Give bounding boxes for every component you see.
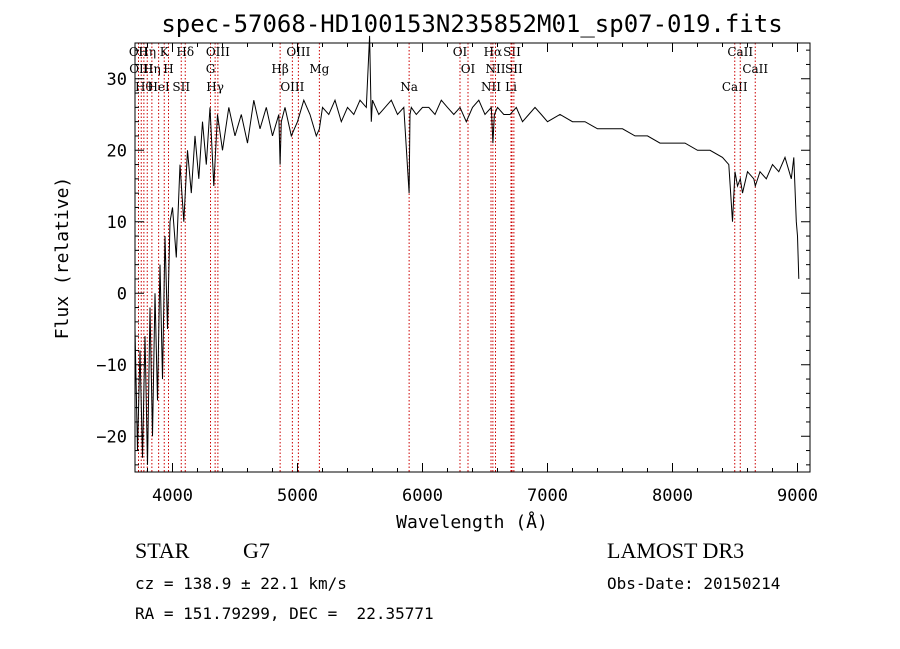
y-tick-label: 0	[117, 284, 127, 304]
marker-label: CaII	[727, 45, 753, 59]
y-tick-label: −20	[96, 427, 127, 447]
y-tick-label: 30	[107, 70, 127, 90]
marker-label: OI	[461, 62, 476, 76]
axes: 4000 5000 6000 7000 8000 9000 −20 −10 0 10 20 30	[96, 43, 818, 506]
marker-label: Hθ	[135, 80, 153, 94]
marker-label: Hγ	[206, 80, 224, 94]
marker-label: CaII	[722, 80, 748, 94]
marker-label: H	[163, 62, 173, 76]
marker-label: Li	[505, 80, 517, 94]
redshift-value: cz = 138.9 ± 22.1 km/s	[135, 574, 347, 593]
marker-label: CaII	[742, 62, 768, 76]
x-axis-label: Wavelength (Å)	[396, 511, 548, 533]
x-tick-label: 5000	[277, 486, 318, 506]
marker-label: Hα	[484, 45, 503, 59]
marker-label: HeI	[147, 80, 170, 94]
series-line-flux	[134, 35, 800, 465]
marker-label: G	[206, 62, 216, 76]
x-tick-label: 7000	[527, 486, 568, 506]
spectral-line-markers: OIIOIIIHθHηHηHeIKHSIIHδGHγOIIIHβOIIIOIII…	[129, 43, 768, 472]
marker-label: SII	[172, 80, 190, 94]
marker-label: OIII	[280, 80, 304, 94]
marker-label: Hδ	[176, 45, 194, 59]
object-class: STAR	[135, 538, 190, 563]
marker-label: Na	[400, 80, 418, 94]
series-group	[134, 35, 800, 465]
x-tick-label: 4000	[152, 486, 193, 506]
marker-label: Hη	[143, 62, 161, 76]
marker-label: OIII	[206, 45, 230, 59]
marker-label: OIII	[286, 45, 310, 59]
y-tick-label: 10	[107, 213, 127, 233]
object-subclass: G7	[243, 538, 270, 563]
marker-label: SII	[503, 45, 521, 59]
marker-label: NII	[481, 80, 501, 94]
y-axis-label: Flux (relative)	[52, 177, 73, 340]
marker-label: Mg	[309, 62, 329, 76]
marker-label: Hβ	[271, 62, 288, 76]
marker-label: Hη	[138, 45, 156, 59]
marker-label: OI	[453, 45, 468, 59]
marker-label: OII	[129, 45, 149, 59]
marker-label: SII	[505, 62, 523, 76]
x-tick-label: 6000	[402, 486, 443, 506]
x-tick-label: 9000	[777, 486, 818, 506]
x-tick-label: 8000	[652, 486, 693, 506]
y-tick-label: −10	[96, 356, 127, 376]
y-tick-label: 20	[107, 141, 127, 161]
marker-label: NII	[486, 62, 506, 76]
marker-label: K	[160, 45, 170, 59]
observation-date: Obs-Date: 20150214	[607, 574, 781, 593]
chart-title: spec-57068-HD100153N235852M01_sp07-019.f…	[161, 10, 782, 38]
coordinates: RA = 151.79299, DEC = 22.35771	[135, 604, 434, 623]
survey-name: LAMOST DR3	[607, 538, 745, 563]
